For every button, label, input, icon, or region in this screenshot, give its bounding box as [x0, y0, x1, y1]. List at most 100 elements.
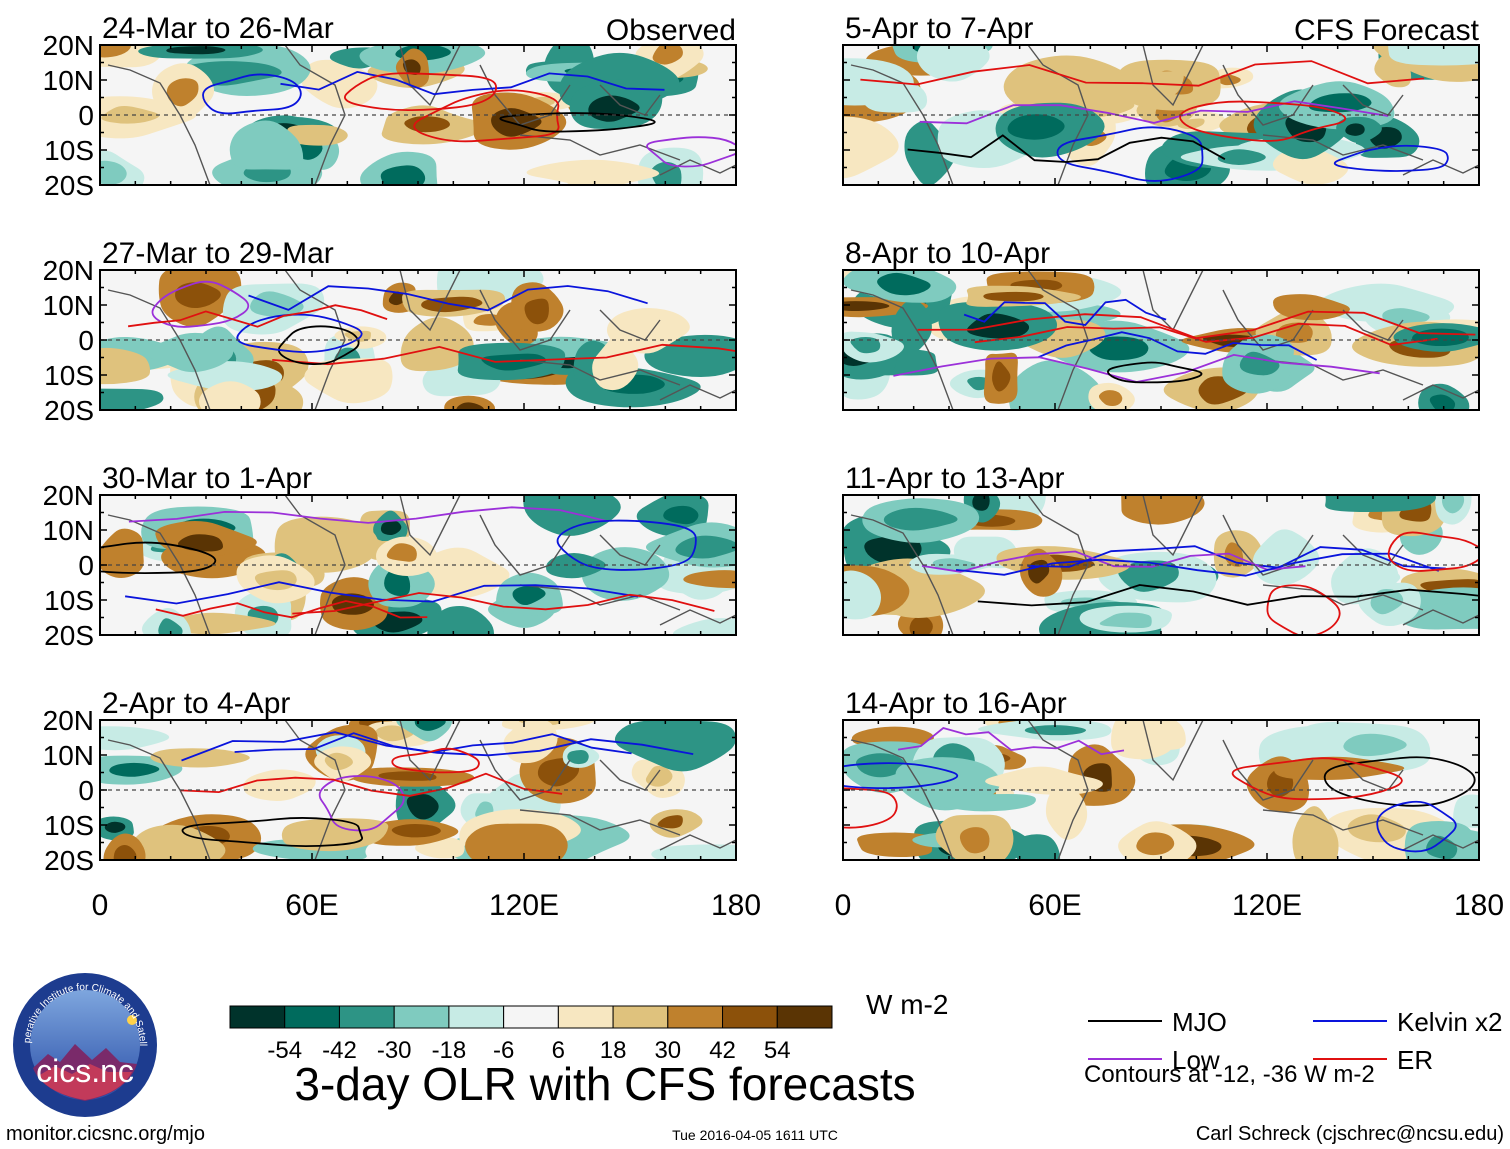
- colorbar-swatch: [229, 1005, 286, 1029]
- coastline: [599, 534, 661, 566]
- olr-anomaly-core: [481, 353, 546, 371]
- coastline: [1262, 809, 1424, 836]
- olr-anomaly-core: [101, 105, 160, 124]
- contour-kelvin-x2: [236, 313, 363, 353]
- contour-er: [272, 343, 736, 366]
- coastline: [599, 759, 661, 791]
- coastline: [1402, 834, 1479, 851]
- panel-title: 11-Apr to 13-Apr: [845, 462, 1065, 495]
- olr-anomaly-blob: [606, 307, 690, 354]
- olr-field: [843, 495, 1479, 635]
- olr-anomaly-blob: [683, 570, 736, 589]
- contour-low: [318, 775, 405, 832]
- olr-anomaly-blob: [100, 726, 170, 751]
- legend: MJO Kelvin x2 Low ER: [1088, 1007, 1503, 1075]
- olr-anomaly-blob: [100, 528, 144, 579]
- olr-anomaly-core: [414, 720, 446, 731]
- olr-panel: 20N 10N 0 10S 20S 2-Apr to 4-Apr 0 60E 120E 180: [43, 687, 761, 922]
- y-tick-label: 20N: [43, 480, 94, 511]
- coastline: [1222, 514, 1314, 576]
- contour-kelvin-x2: [1027, 545, 1446, 570]
- contour-kelvin-x2: [963, 298, 1167, 326]
- olr-anomaly-blob: [523, 495, 621, 536]
- coastline: [850, 289, 954, 410]
- olr-anomaly-blob: [546, 553, 606, 579]
- y-tick-label: 10N: [43, 740, 94, 771]
- olr-anomaly-core: [406, 794, 439, 820]
- footer-credit: Carl Schreck (cjschrec@ncsu.edu): [1196, 1123, 1504, 1145]
- olr-anomaly-blob: [614, 720, 736, 772]
- olr-panel: 20N 10N 0 10S 20S 27-Mar to 29-Mar: [43, 237, 737, 426]
- olr-anomaly-core: [959, 827, 990, 854]
- coastline: [1222, 739, 1314, 801]
- colorbar-swatch: [338, 1005, 395, 1029]
- olr-anomaly-core: [388, 291, 406, 306]
- colorbar-level-label: -30: [377, 1037, 412, 1064]
- olr-anomaly-blob: [100, 347, 151, 385]
- coastline: [599, 309, 661, 341]
- colorbar-swatch: [284, 1005, 340, 1029]
- coastline: [1027, 495, 1089, 635]
- coastline: [284, 270, 346, 410]
- colorbar-level-label: 18: [600, 1037, 627, 1064]
- olr-anomaly-blob: [526, 159, 660, 185]
- coastline: [519, 584, 681, 611]
- x-tick-label: 180: [1454, 889, 1504, 922]
- olr-anomaly-core: [100, 45, 131, 58]
- olr-field: [100, 495, 736, 635]
- y-tick-label: 0: [78, 775, 94, 806]
- colorbar-level-label: 54: [764, 1037, 791, 1064]
- olr-anomaly-blob: [1252, 529, 1320, 586]
- panel-title: 24-Mar to 26-Mar: [102, 12, 334, 45]
- olr-anomaly-core: [177, 534, 223, 552]
- coastline: [850, 64, 954, 185]
- olr-anomaly-core: [877, 272, 931, 296]
- y-tick-label: 10N: [43, 65, 94, 96]
- contour-kelvin-x2: [556, 519, 697, 571]
- olr-anomaly-blob: [843, 116, 899, 179]
- olr-anomaly-blob: [1111, 720, 1176, 760]
- coastline: [1402, 159, 1479, 176]
- olr-anomaly-core: [386, 543, 417, 562]
- y-tick-label: 20S: [44, 620, 94, 651]
- olr-anomaly-core: [524, 298, 549, 325]
- olr-anomaly-blob: [465, 823, 568, 860]
- olr-anomaly-core: [1098, 390, 1123, 407]
- olr-anomaly-blob: [229, 120, 304, 170]
- coastline: [519, 359, 681, 386]
- coastline: [479, 739, 571, 801]
- x-tick-label: 60E: [285, 889, 338, 922]
- olr-anomaly-core: [456, 402, 484, 410]
- coastline: [1402, 609, 1479, 626]
- olr-anomaly-core: [1099, 612, 1152, 629]
- panel-title: 5-Apr to 7-Apr: [845, 12, 1033, 45]
- olr-anomaly-blob: [843, 570, 881, 620]
- olr-anomaly-blob: [1273, 294, 1350, 321]
- contour-kelvin-x2: [181, 731, 694, 762]
- y-tick-label: 10S: [44, 810, 94, 841]
- olr-anomaly-blob: [1008, 360, 1103, 410]
- contour-er: [1231, 757, 1403, 801]
- olr-anomaly-blob: [304, 358, 393, 404]
- olr-panel: 20N 10N 0 10S 20S 24-Mar to 26-Mar Observed: [43, 12, 737, 201]
- olr-anomaly-blob: [1003, 55, 1141, 119]
- olr-anomaly-core: [657, 815, 683, 829]
- olr-field: [843, 270, 1479, 410]
- coastline: [659, 384, 736, 401]
- contour-low: [919, 100, 1389, 125]
- coastline: [659, 159, 736, 176]
- coastline: [479, 514, 571, 576]
- olr-anomaly-blob: [143, 332, 234, 373]
- colorbar-units: W m-2: [866, 989, 948, 1020]
- olr-anomaly-blob: [1130, 71, 1184, 101]
- olr-anomaly-core: [1007, 114, 1065, 140]
- olr-anomaly-core: [675, 535, 736, 559]
- y-tick-label: 20N: [43, 705, 94, 736]
- olr-field: [100, 270, 736, 410]
- y-tick-label: 20N: [43, 30, 94, 61]
- contour-mjo: [1323, 756, 1476, 807]
- logo-text: cics.nc: [36, 1053, 134, 1089]
- colorbar-level-label: -18: [432, 1037, 467, 1064]
- olr-anomaly-core: [391, 824, 441, 838]
- olr-anomaly-blob: [651, 844, 736, 860]
